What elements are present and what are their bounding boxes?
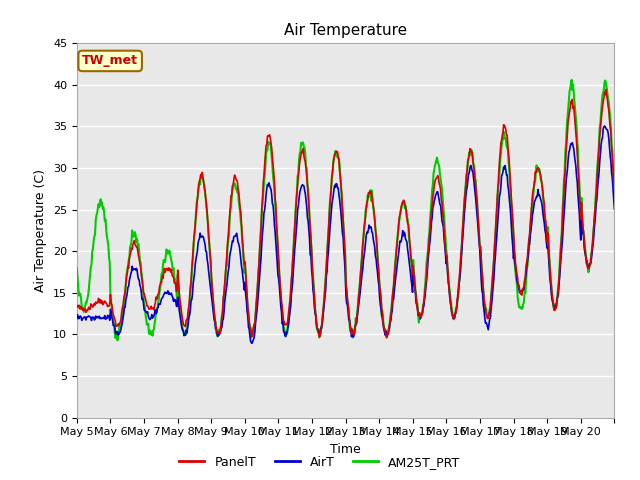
Text: TW_met: TW_met	[82, 54, 138, 67]
PanelT	[402, 204, 410, 210]
PanelT	[136, 261, 144, 266]
PanelT	[611, 186, 618, 192]
Legend: PanelT, AirT, AM25T_PRT: PanelT, AirT, AM25T_PRT	[174, 451, 466, 474]
AirT	[73, 316, 81, 322]
AM25T_PRT	[114, 337, 122, 343]
Line: PanelT: PanelT	[77, 89, 614, 338]
Line: AirT: AirT	[77, 126, 614, 343]
Line: AM25T_PRT: AM25T_PRT	[77, 80, 614, 340]
Y-axis label: Air Temperature (C): Air Temperature (C)	[35, 169, 47, 292]
AM25T_PRT	[282, 330, 290, 336]
AM25T_PRT	[73, 265, 81, 271]
X-axis label: Time: Time	[330, 443, 361, 456]
AirT	[282, 329, 290, 335]
AirT	[262, 192, 270, 198]
AM25T_PRT	[137, 259, 145, 265]
AirT	[432, 192, 440, 198]
AirT	[235, 241, 243, 247]
Title: Air Temperature: Air Temperature	[284, 23, 407, 38]
AirT	[611, 206, 618, 212]
AM25T_PRT	[262, 152, 270, 158]
PanelT	[73, 303, 81, 309]
AM25T_PRT	[402, 203, 410, 209]
AM25T_PRT	[568, 77, 575, 83]
AirT	[136, 283, 144, 288]
AirT	[402, 237, 410, 242]
AM25T_PRT	[432, 160, 440, 166]
PanelT	[383, 335, 390, 341]
PanelT	[262, 152, 269, 158]
AM25T_PRT	[611, 185, 618, 191]
PanelT	[432, 176, 440, 182]
PanelT	[602, 86, 610, 92]
AirT	[601, 123, 609, 129]
PanelT	[235, 190, 243, 195]
PanelT	[282, 322, 289, 328]
AM25T_PRT	[236, 204, 243, 209]
AirT	[248, 340, 256, 346]
